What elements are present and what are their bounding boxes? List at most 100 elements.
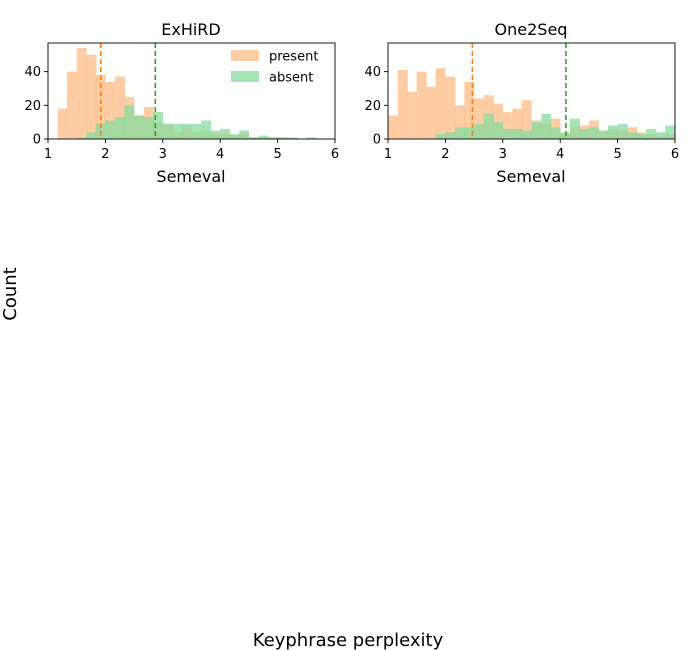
bar-present	[57, 108, 68, 139]
bar-absent	[162, 123, 173, 139]
y-tick-label: 40	[24, 65, 41, 80]
bar-absent	[455, 127, 466, 139]
legend-label-absent: absent	[269, 71, 313, 86]
axes-frame	[47, 42, 336, 140]
x-tick-label: 4	[556, 147, 564, 162]
bar-absent	[502, 128, 513, 139]
y-tick-label: 20	[24, 99, 41, 114]
bar-absent	[124, 105, 135, 139]
bar-absent	[172, 123, 183, 139]
bar-absent	[493, 122, 504, 139]
legend-label-present: present	[269, 50, 318, 65]
bar-absent	[210, 130, 221, 139]
legend-swatch-present	[231, 50, 259, 61]
figure-y-label: Count	[0, 267, 21, 320]
bar-present	[521, 100, 532, 139]
x-tick-label: 3	[159, 147, 167, 162]
bar-absent	[607, 125, 618, 139]
bar-present	[455, 105, 466, 139]
bar-absent	[277, 137, 288, 139]
x-tick-label: 6	[671, 147, 679, 162]
bar-absent	[258, 135, 269, 139]
bar-present	[388, 115, 398, 139]
y-tick-label: 40	[364, 65, 381, 80]
x-tick-label: 6	[331, 147, 339, 162]
bar-present	[512, 108, 523, 139]
bar-present	[445, 76, 456, 139]
bar-absent	[435, 133, 446, 139]
bar-absent	[541, 113, 552, 139]
bar-absent	[153, 112, 164, 139]
bar-absent	[636, 133, 647, 139]
bar-present	[105, 81, 116, 139]
y-tick-label: 20	[364, 99, 381, 114]
bar-absent	[598, 130, 609, 139]
bar-absent	[579, 128, 590, 139]
bar-absent	[220, 128, 231, 139]
bar-present	[397, 69, 408, 139]
bar-absent	[646, 128, 657, 139]
bar-absent	[115, 117, 126, 139]
axes-frame	[387, 42, 676, 140]
bar-present	[474, 98, 485, 139]
bar-absent	[306, 137, 317, 139]
bar-absent	[191, 123, 202, 139]
bar-absent	[267, 137, 278, 139]
bar-present	[66, 71, 77, 139]
bar-present	[76, 48, 87, 139]
bar-present	[464, 81, 475, 139]
bar-absent	[550, 127, 561, 139]
legend: present absent	[231, 50, 318, 86]
x-tick-label: 1	[384, 147, 392, 162]
bar-absent	[588, 127, 599, 139]
bar-absent	[239, 130, 250, 139]
panel-title-one2seq: One2Seq	[495, 20, 568, 39]
x-tick-label: 2	[441, 147, 449, 162]
x-tick-label: 2	[101, 147, 109, 162]
bar-absent	[134, 115, 145, 139]
bar-absent	[105, 120, 116, 139]
bar-absent	[656, 132, 667, 139]
bar-present	[416, 71, 427, 139]
legend-swatch-absent	[231, 71, 259, 82]
bar-absent	[512, 128, 523, 139]
bar-absent	[248, 137, 259, 139]
panel-title-exhird: ExHiRD	[161, 20, 221, 39]
bar-absent	[617, 123, 628, 139]
x-tick-label: 4	[216, 147, 224, 162]
panel-one2seq: One2Seq Semeval 1 2 3 4 5 6 0 20 40	[364, 20, 679, 186]
bar-absent	[76, 137, 87, 139]
bar-present	[435, 68, 446, 139]
bar-absent	[181, 123, 192, 139]
panel-exhird: ExHiRD Semeval 1 2 3 4 5 6 0 20 40 present absent	[24, 20, 339, 186]
bar-absent	[521, 130, 532, 139]
plot-area	[57, 43, 317, 139]
bar-absent	[483, 113, 494, 139]
bar-present	[426, 86, 437, 139]
x-tick-label: 3	[499, 147, 507, 162]
bar-absent	[229, 133, 240, 139]
y-tick-label: 0	[33, 133, 41, 148]
bar-absent	[143, 117, 154, 139]
bar-present	[493, 103, 504, 139]
bar-absent	[627, 132, 638, 139]
bar-absent	[665, 125, 676, 139]
bar-absent	[201, 120, 212, 139]
x-axis-label-one2seq: Semeval	[496, 167, 565, 186]
bar-present	[115, 76, 126, 139]
bar-absent	[474, 123, 485, 139]
bar-absent	[569, 118, 580, 139]
bar-present	[86, 54, 97, 139]
x-axis-label-exhird: Semeval	[156, 167, 225, 186]
series-absent	[435, 113, 676, 139]
x-tick-label: 1	[44, 147, 52, 162]
figure-x-label: Keyphrase perplexity	[253, 630, 444, 650]
bar-present	[406, 91, 417, 139]
bar-absent	[445, 132, 456, 139]
bar-absent	[531, 122, 542, 139]
x-tick-label: 5	[613, 147, 621, 162]
bar-absent	[86, 132, 97, 139]
bar-present	[502, 112, 513, 139]
x-tick-label: 5	[273, 147, 281, 162]
